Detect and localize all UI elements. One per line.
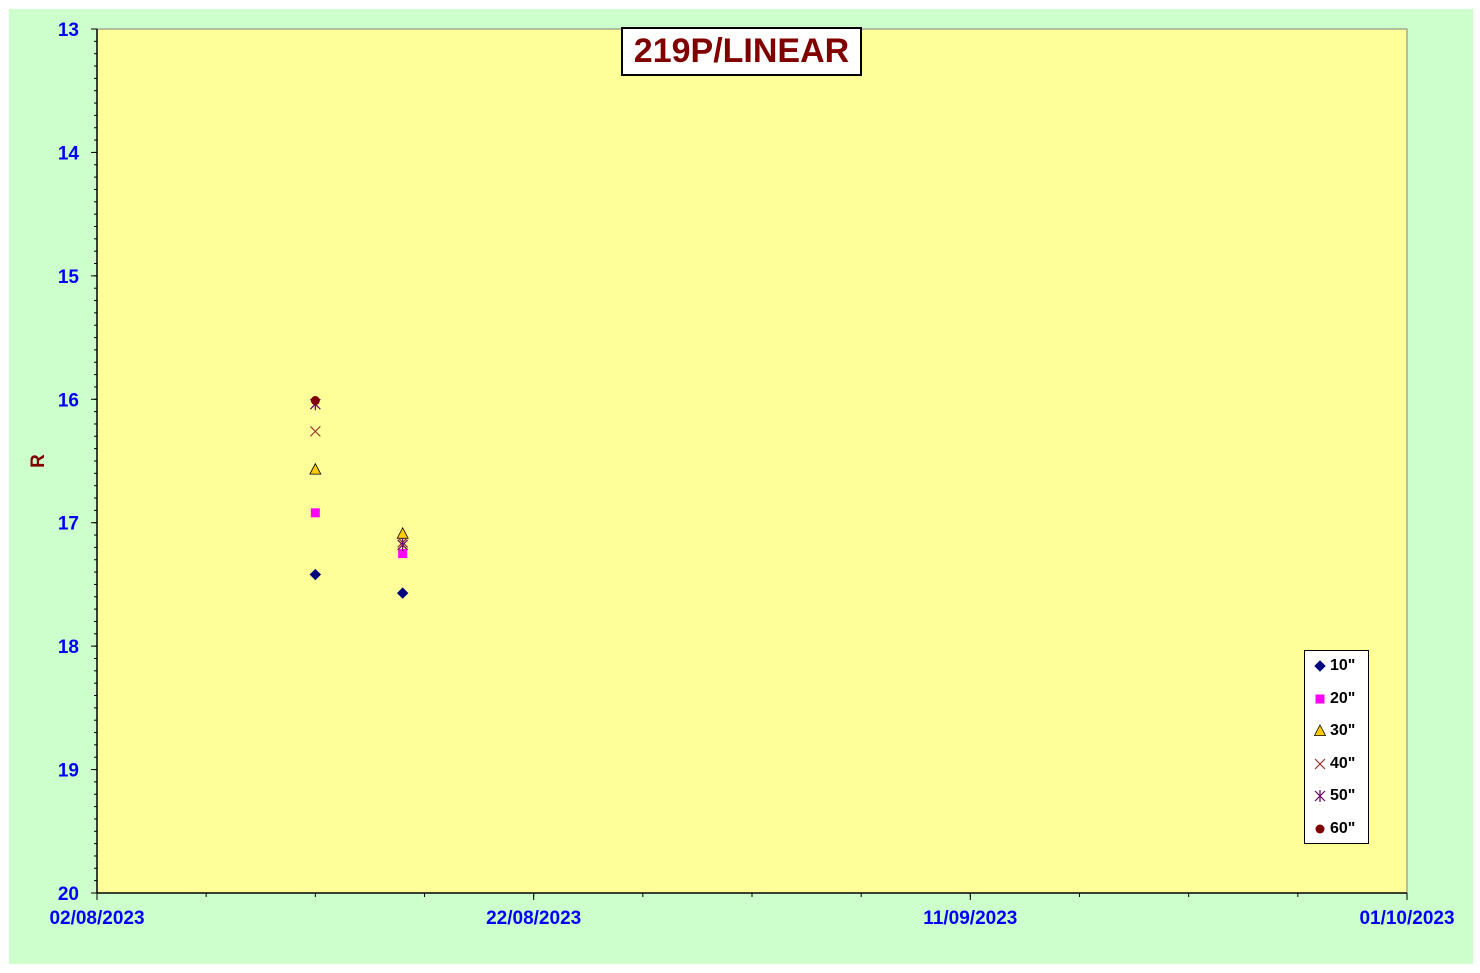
legend-entry: 40" (1305, 749, 1368, 781)
plot-area (96, 28, 1408, 894)
legend-label: 20" (1330, 689, 1356, 707)
legend-label: 10" (1330, 657, 1356, 674)
legend-label: 60" (1330, 819, 1356, 837)
legend-marker-icon (1314, 660, 1326, 672)
legend-marker (1314, 660, 1326, 672)
legend-marker (1314, 758, 1326, 769)
y-axis-label: R (28, 454, 49, 468)
data-points (309, 396, 409, 599)
legend-marker (1313, 724, 1327, 736)
x-axis-ticks: 02/08/2023 22/08/2023 11/09/2023 01/10/2023 (49, 893, 1455, 929)
data-point-series-2 (310, 508, 320, 518)
legend-marker (1314, 790, 1326, 802)
legend-marker (1315, 824, 1325, 833)
data-point-series-6 (310, 396, 320, 406)
y-tick-label: 17 (58, 514, 79, 535)
data-point-series-5 (397, 538, 409, 551)
data-point-series-4 (309, 425, 321, 437)
y-tick-label: 14 (58, 143, 80, 164)
x-tick-label: 22/08/2023 (486, 908, 581, 929)
x-tick-label: 11/09/2023 (923, 908, 1017, 929)
data-point-series-3 (309, 462, 322, 475)
legend-entry: 10" (1305, 651, 1368, 683)
legend-marker-icon (1315, 824, 1325, 833)
y-tick-label: 16 (58, 390, 79, 411)
data-point-series-3 (396, 526, 409, 539)
legend-entry: 20" (1305, 684, 1368, 716)
legend-entry: 30" (1305, 716, 1368, 748)
y-tick-label: 15 (58, 267, 80, 288)
y-tick-label: 13 (58, 20, 79, 41)
legend-marker-icon (1314, 758, 1326, 769)
chart-title: 219P/LINEAR (621, 27, 862, 76)
legend-marker-icon (1314, 790, 1326, 802)
x-tick-label: 02/08/2023 (49, 908, 144, 929)
x-tick-label: 01/10/2023 (1359, 908, 1454, 929)
legend-marker (1315, 694, 1325, 703)
data-point-series-1 (309, 568, 322, 581)
legend-entry: 60" (1305, 814, 1368, 846)
legend-label: 50" (1330, 787, 1356, 804)
y-tick-label: 20 (58, 884, 79, 905)
legend-label: 40" (1330, 754, 1356, 772)
legend: 10" 20" 30" 40" 50" 60" (1304, 650, 1369, 844)
data-point-series-2 (398, 549, 408, 559)
legend-label: 30" (1330, 722, 1356, 739)
legend-marker-icon (1315, 694, 1325, 703)
data-point-series-1 (396, 587, 409, 599)
legend-marker-icon (1313, 724, 1327, 736)
y-axis-ticks: 13 14 15 16 17 18 19 20 (58, 20, 97, 905)
y-tick-label: 19 (58, 761, 79, 782)
y-tick-label: 18 (58, 637, 79, 658)
legend-entry: 50" (1305, 781, 1368, 813)
